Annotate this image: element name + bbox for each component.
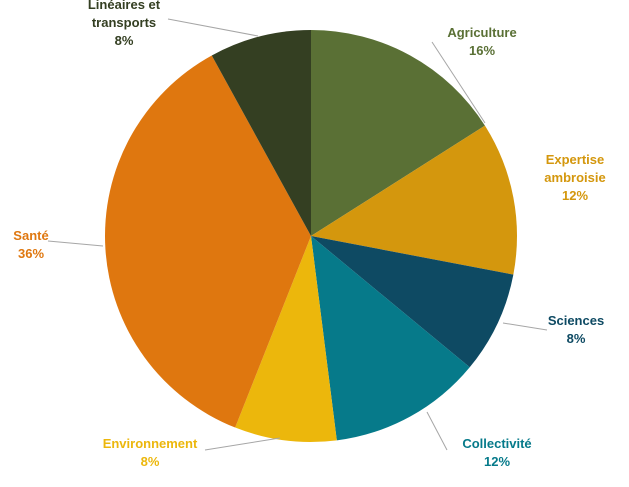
- slice-value-label: 12%: [562, 188, 588, 203]
- slice-value-label: 12%: [484, 454, 510, 469]
- slice-value-label: 8%: [115, 33, 134, 48]
- leader-line: [431, 41, 486, 124]
- pie-slice: [211, 30, 311, 236]
- pie-slice: [311, 236, 470, 441]
- leader-line: [204, 437, 281, 451]
- leader-lines-layer: [47, 18, 548, 451]
- leader-line: [167, 18, 259, 37]
- slice-category-label: Linéaires et: [88, 0, 161, 12]
- slice-category-label: transports: [92, 15, 156, 30]
- pie-slice: [311, 236, 514, 368]
- slice-category-label: ambroisie: [544, 170, 605, 185]
- slice-value-label: 8%: [567, 331, 586, 346]
- leader-line: [47, 240, 104, 247]
- leader-line: [502, 322, 548, 331]
- slice-value-label: 36%: [18, 246, 44, 261]
- slice-category-label: Environnement: [103, 436, 198, 451]
- leader-line: [426, 411, 448, 451]
- slice-category-label: Expertise: [546, 152, 605, 167]
- pie-slice: [311, 125, 517, 275]
- slice-category-label: Sciences: [548, 313, 604, 328]
- slice-category-label: Santé: [13, 228, 48, 243]
- slice-value-label: 16%: [469, 43, 495, 58]
- slice-value-label: 8%: [141, 454, 160, 469]
- labels-layer: Agriculture 16% Expertise ambroisie 12% Scien…: [13, 0, 605, 469]
- pie-slice: [235, 236, 337, 442]
- slices-layer: [105, 30, 517, 442]
- slice-category-label: Agriculture: [447, 25, 516, 40]
- pie-slice: [311, 30, 485, 236]
- pie-slice: [105, 55, 312, 428]
- slice-category-label: Collectivité: [462, 436, 531, 451]
